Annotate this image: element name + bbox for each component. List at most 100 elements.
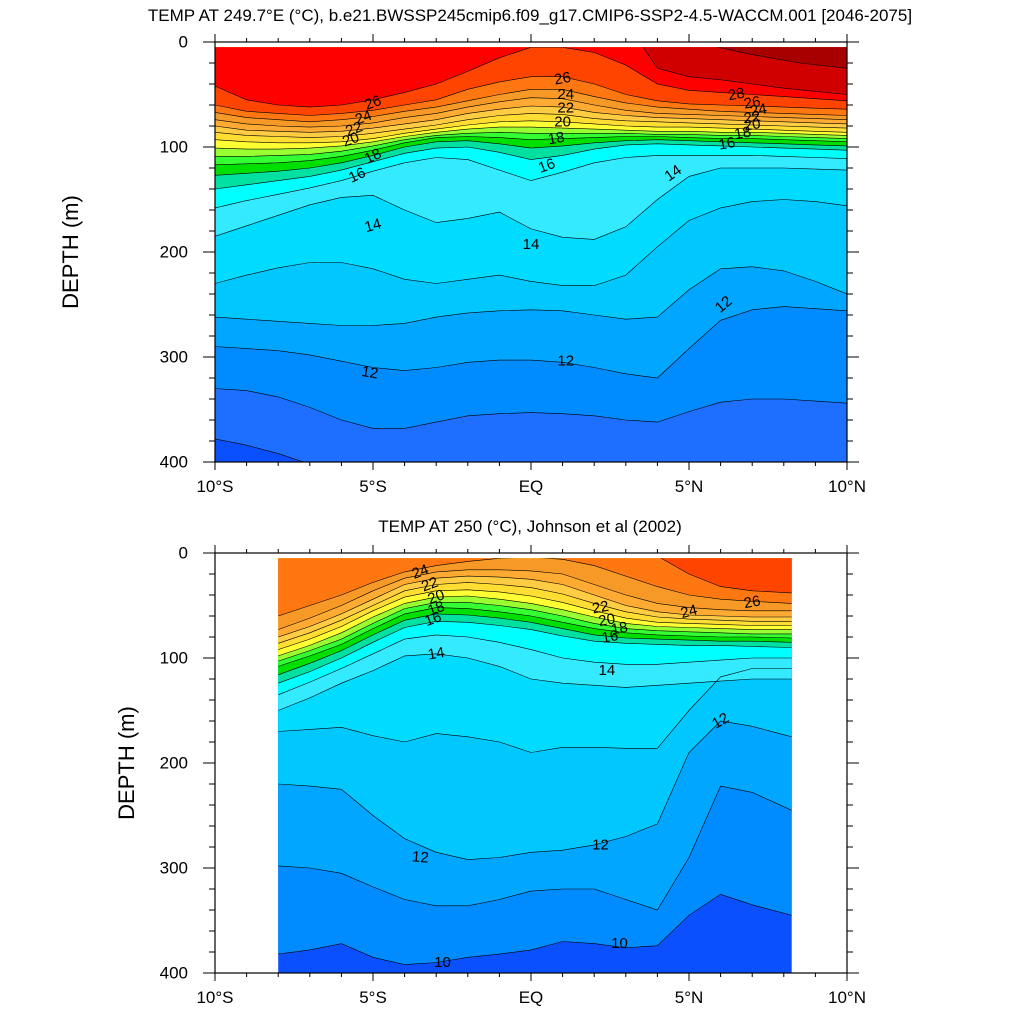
isotherm-17 [278,613,792,676]
contour-label: 18 [362,145,384,167]
isotherm-18 [215,136,847,166]
contour-label: 26 [743,93,762,113]
isotherm-17 [215,139,847,176]
contour-fill-26 [661,558,792,593]
isotherm-24 [278,569,792,630]
isotherm-16 [215,143,847,190]
contour-label: 24 [353,107,374,129]
x-tick-label: 5°S [359,988,387,1007]
contour-lines [215,47,847,462]
isotherm-18 [278,607,792,667]
x-tick-label: 5°S [359,477,387,496]
y-tick-label: 400 [160,453,188,472]
isotherm-10 [215,388,847,429]
axis-ticks [203,545,859,981]
contour-lines [278,558,792,965]
isotherm-22 [278,582,792,644]
isotherm-26 [660,558,792,594]
x-tick-label: EQ [519,988,544,1007]
contour-label: 22 [591,598,610,618]
isotherm-23 [278,575,792,638]
isotherm-21 [215,120,847,144]
y-axis-title: DEPTH (m) [58,195,83,309]
contour-label: 14 [363,215,384,236]
contour-label: 12 [360,363,379,383]
contour-fills [215,47,847,462]
isotherm-19 [215,131,847,157]
contour-label: 20 [597,610,616,630]
x-tick-label: 10°N [828,477,866,496]
contour-label: 20 [425,586,446,608]
contour-labels: 2624222018161414121212141618202224262826… [340,69,768,383]
x-tick-label: 5°N [675,477,704,496]
isotherm-14 [215,167,847,240]
axis-ticks [203,34,859,470]
panel-title: TEMP AT 250 (°C), Johnson et al (2002) [378,517,682,536]
isotherm-20 [278,595,792,657]
contour-label: 22 [557,100,574,117]
contour-label: 26 [362,92,383,114]
x-tick-label: 10°S [196,988,233,1007]
isotherm-24 [215,97,847,128]
contour-label: 12 [411,848,429,866]
isotherm-13 [278,668,792,753]
contour-label: 18 [733,124,752,144]
y-tick-label: 100 [160,649,188,668]
contour-label: 16 [717,134,736,154]
isotherm-10 [278,893,792,965]
contour-label: 10 [434,954,451,971]
contour-label: 12 [709,709,732,732]
isotherm-22 [215,113,847,138]
isotherm-28 [642,47,847,95]
contour-label: 24 [749,100,768,120]
contour-label: 18 [610,619,629,639]
contour-label: 16 [346,164,368,186]
isotherm-12 [215,266,847,326]
contour-label: 14 [427,644,446,664]
y-tick-label: 100 [160,138,188,157]
isotherm-15 [215,155,847,209]
y-tick-label: 200 [160,754,188,773]
contour-label: 12 [557,353,574,370]
isotherm-29 [716,47,847,69]
x-tick-label: 10°S [196,477,233,496]
x-tick-label: 10°N [828,988,866,1007]
isotherm-13 [215,199,847,286]
contour-label: 20 [743,115,762,135]
contour-label: 16 [600,627,619,647]
contour-label: 22 [743,108,762,128]
contour-fill-29 [718,47,847,69]
isotherm-19 [278,602,792,662]
contour-label: 16 [536,155,557,177]
y-axis-title: DEPTH (m) [114,706,139,820]
contour-label: 22 [343,118,364,140]
isotherm-15 [278,634,792,696]
contour-label: 10 [611,935,628,952]
axis-tick-labels: 10°S 5°S EQ 5°N 10°N 0 100 200 300 400 [160,33,866,497]
contour-label: 18 [425,598,446,620]
contour-label: 28 [727,85,746,105]
y-tick-label: 300 [160,348,188,367]
contour-fill-25 [278,558,792,616]
isotherm-14 [278,653,792,711]
x-tick-label: 5°N [675,988,704,1007]
contour-label: 22 [419,574,440,596]
contour-label: 14 [598,662,615,679]
contour-fills [278,558,792,973]
isotherm-26 [215,76,847,116]
contour-label: 24 [679,601,700,622]
panel-model: TEMP AT 249.7°E (°C), b.e21.BWSSP245cmip… [58,6,912,496]
isotherm-23 [215,105,847,133]
y-tick-label: 300 [160,859,188,878]
isotherm-11 [215,306,847,379]
panel-observations: TEMP AT 250 (°C), Johnson et al (2002) 2… [114,517,866,1007]
y-tick-label: 400 [160,964,188,983]
contour-label: 16 [422,608,443,630]
contour-label: 14 [523,236,540,253]
isotherm-25 [215,89,847,123]
contour-label: 24 [410,561,431,583]
y-tick-label: 0 [179,544,188,563]
contour-label: 26 [743,593,762,613]
